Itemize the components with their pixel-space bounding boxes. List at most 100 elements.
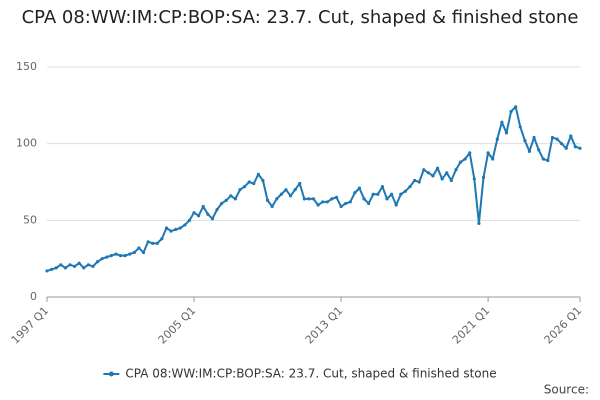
- data-point: [82, 266, 86, 270]
- data-point: [518, 125, 522, 129]
- x-tick-label: 2026 Q1: [542, 304, 585, 347]
- data-point: [72, 264, 77, 268]
- data-point: [132, 250, 136, 255]
- data-point: [293, 188, 297, 192]
- data-point: [495, 137, 499, 141]
- data-point: [123, 254, 127, 258]
- data-point: [357, 186, 362, 190]
- data-point: [390, 192, 394, 196]
- data-point: [100, 257, 104, 261]
- data-point: [178, 226, 182, 230]
- data-point: [472, 177, 476, 181]
- data-point: [270, 204, 274, 209]
- data-point: [252, 181, 256, 186]
- data-point: [491, 157, 495, 161]
- data-point: [399, 192, 403, 196]
- data-point: [334, 195, 339, 199]
- data-point: [412, 178, 417, 183]
- data-point: [307, 197, 311, 201]
- data-point: [481, 175, 486, 179]
- x-tick-label: 2005 Q1: [156, 304, 199, 347]
- data-point: [302, 197, 306, 201]
- data-point: [573, 145, 578, 149]
- data-point: [109, 254, 113, 258]
- data-point: [164, 226, 169, 230]
- data-point: [91, 264, 95, 268]
- data-point: [435, 166, 440, 170]
- data-point: [380, 185, 385, 189]
- data-point: [247, 180, 251, 184]
- data-point: [160, 237, 164, 241]
- data-point: [408, 185, 412, 189]
- data-point: [316, 203, 320, 207]
- data-point: [151, 241, 155, 245]
- y-tick-label: 100: [16, 137, 37, 150]
- data-point: [569, 134, 573, 138]
- data-point: [224, 198, 228, 202]
- data-point: [192, 211, 196, 215]
- data-point: [486, 151, 490, 155]
- data-point: [261, 178, 265, 183]
- data-point: [118, 254, 123, 258]
- data-point: [54, 266, 58, 270]
- data-point: [394, 203, 398, 207]
- data-point: [229, 194, 233, 198]
- legend-label: CPA 08:WW:IM:CP:BOP:SA: 23.7. Cut, shape…: [125, 367, 496, 381]
- data-point: [183, 223, 187, 227]
- series-line: [46, 105, 581, 272]
- data-point: [128, 252, 132, 256]
- chart-title: CPA 08:WW:IM:CP:BOP:SA: 23.7. Cut, shape…: [21, 7, 579, 28]
- data-point: [564, 146, 568, 150]
- data-point: [275, 197, 279, 201]
- data-point: [348, 200, 352, 204]
- data-point: [105, 255, 109, 259]
- data-point: [541, 157, 545, 161]
- legend-marker: [108, 371, 114, 377]
- data-point: [417, 180, 421, 184]
- y-tick-label: 50: [23, 213, 37, 226]
- data-point: [265, 198, 270, 202]
- data-point: [233, 197, 237, 201]
- data-point: [550, 135, 555, 140]
- data-point: [376, 192, 380, 196]
- data-point: [206, 212, 210, 216]
- x-tick-label: 1997 Q1: [9, 304, 52, 347]
- data-point: [463, 157, 467, 161]
- data-point: [339, 204, 343, 209]
- x-tick-label: 2013 Q1: [303, 304, 346, 347]
- data-point: [578, 146, 582, 150]
- data-point: [141, 250, 146, 255]
- data-point: [560, 142, 564, 146]
- data-point: [330, 197, 334, 201]
- data-point: [197, 214, 201, 218]
- data-point: [527, 149, 532, 153]
- data-point: [514, 105, 518, 109]
- data-point: [477, 221, 481, 225]
- data-point: [325, 200, 329, 204]
- data-point: [284, 188, 288, 192]
- source: Source:: [544, 383, 589, 397]
- data-point: [215, 208, 219, 212]
- data-point: [555, 137, 559, 141]
- data-point: [63, 266, 67, 270]
- data-point: [298, 181, 302, 186]
- data-point: [449, 178, 453, 183]
- data-point: [371, 192, 375, 196]
- data-point: [426, 171, 430, 175]
- data-point: [422, 168, 426, 172]
- data-point: [77, 261, 81, 265]
- data-point: [311, 197, 316, 201]
- data-point: [523, 139, 527, 143]
- data-point: [238, 188, 242, 192]
- data-point: [279, 192, 283, 196]
- data-point: [353, 191, 357, 195]
- data-point: [288, 194, 293, 198]
- data-point: [537, 148, 541, 152]
- data-point: [220, 201, 224, 206]
- data-point: [49, 267, 54, 271]
- data-point: [344, 201, 348, 206]
- data-point: [114, 252, 118, 256]
- data-point: [500, 120, 504, 124]
- legend-item: CPA 08:WW:IM:CP:BOP:SA: 23.7. Cut, shape…: [103, 367, 497, 381]
